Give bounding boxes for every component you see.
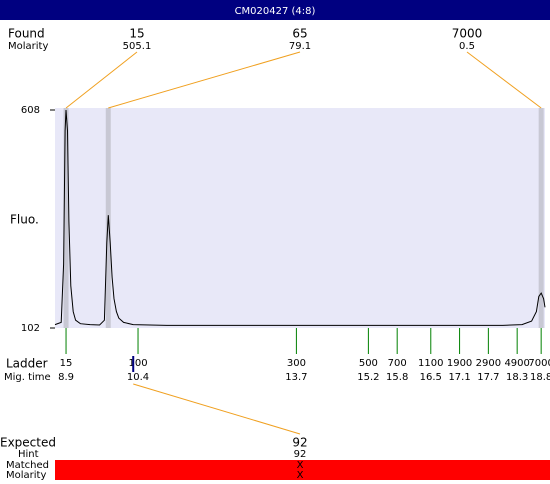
ladder-time: 13.7: [285, 372, 307, 383]
y-tick-label: 608: [21, 105, 40, 116]
molarity-label: Molarity: [8, 41, 48, 52]
peak-band: [63, 108, 69, 328]
ladder-time: 15.2: [357, 372, 379, 383]
hint-value: 92: [294, 449, 307, 460]
found-size: 15: [129, 27, 144, 41]
ladder-size: 1100: [418, 358, 443, 369]
peak-leader: [108, 51, 301, 109]
expected-leader: [133, 383, 301, 435]
ladder-time: 15.8: [386, 372, 408, 383]
ladder-time: 16.5: [420, 372, 442, 383]
y-tick-label: 102: [21, 323, 40, 334]
mig-time-label: Mig. time: [4, 372, 51, 383]
ladder-time: 18.8: [530, 372, 550, 383]
title: CM020427 (4:8): [235, 6, 316, 17]
ladder-time: 17.1: [448, 372, 470, 383]
ladder-size: 4900: [504, 358, 529, 369]
ladder-time: 8.9: [58, 372, 74, 383]
ladder-time: 10.4: [127, 372, 149, 383]
found-molarity: 79.1: [289, 41, 311, 52]
found-label: Found: [8, 27, 45, 41]
ladder-size: 300: [287, 358, 306, 369]
title-bar: [0, 0, 550, 20]
y-axis-label: Fluo.: [10, 213, 39, 227]
peak-band: [538, 108, 544, 328]
plot-area: [55, 108, 545, 328]
ladder-time: 17.7: [477, 372, 499, 383]
expected-label: Expected: [0, 436, 56, 450]
found-molarity: 505.1: [123, 41, 152, 52]
matched-bar: [55, 460, 550, 480]
found-molarity: 0.5: [459, 41, 475, 52]
matched-value: X: [297, 460, 304, 471]
molarity-row-label: Molarity: [6, 470, 46, 480]
hint-label: Hint: [18, 449, 39, 460]
ladder-size: 1900: [447, 358, 472, 369]
matched-label: Matched: [6, 460, 49, 471]
expected-size: 92: [292, 436, 307, 450]
found-size: 65: [292, 27, 307, 41]
ladder-label: Ladder: [6, 357, 48, 371]
ladder-size: 700: [388, 358, 407, 369]
found-size: 7000: [452, 27, 483, 41]
ladder-size: 500: [359, 358, 378, 369]
ladder-size: 7000: [528, 358, 550, 369]
ladder-size: 15: [60, 358, 73, 369]
peak-leader: [466, 51, 542, 109]
trace: [54, 109, 546, 326]
molarity-value: X: [297, 470, 304, 480]
ladder-size: 100: [128, 358, 147, 369]
peak-leader: [65, 51, 138, 109]
ladder-size: 2900: [476, 358, 501, 369]
ladder-time: 18.3: [506, 372, 528, 383]
